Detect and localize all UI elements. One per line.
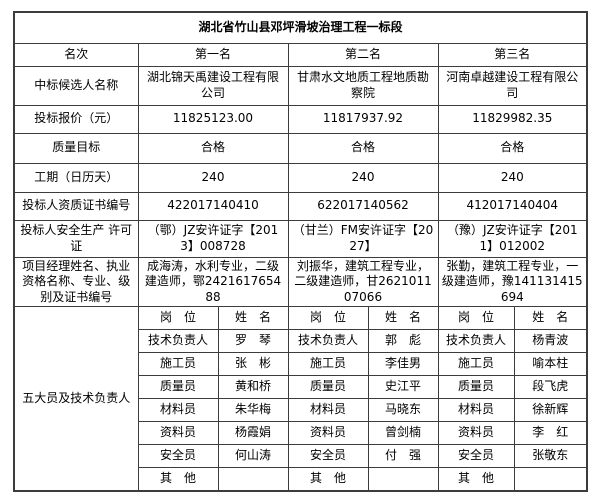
qualification-cert-label: 投标人资质证书编号 [13,191,139,221]
position-header-2: 岗 位 [287,306,369,331]
document-name-3: 李 红 [513,421,588,446]
constructor-name-3: 喻本柱 [513,352,588,377]
rank-header-label: 名次 [13,42,139,67]
constructor-name-2: 李佳男 [367,352,439,377]
quality-goal-3: 合格 [437,132,588,164]
project-manager-2: 刘振华，建筑工程专业，二级建造师，甘262101107066 [287,256,439,308]
other-name-3 [513,467,588,492]
constructor-position-3: 施工员 [437,352,515,377]
bid-price-2: 11817937.92 [287,104,439,134]
staff-row-tech-lead: 技术负责人 罗 琴 技术负责人 郭 彪 技术负责人 杨青波 [14,329,588,354]
quality-goal-label: 质量目标 [13,132,139,164]
quality-name-2: 史江平 [367,375,439,400]
bid-result-table: 湖北省竹山县邓坪滑坡治理工程一标段 名次 第一名 第二名 第三名 中标候选人名称… [13,11,589,492]
title-row: 湖北省竹山县邓坪滑坡治理工程一标段 [13,11,588,44]
material-position-2: 材料员 [287,398,369,423]
quality-goal-2: 合格 [287,132,439,164]
material-name-2: 马晓东 [367,398,439,423]
quality-goal-row: 质量目标 合格 合格 合格 [13,132,588,164]
project-manager-1: 成海涛，水利专业，二级建造师，鄂242161765488 [137,256,289,308]
staff-row-quality: 质量员 黄和桥 质量员 史江平 质量员 段飞虎 [14,375,588,400]
safety-license-row: 投标人安全生产 许可证 （鄂）JZ安许证字【2013】008728 （甘兰）FM… [13,219,588,258]
document-name-1: 杨霞娟 [217,421,289,446]
safety-position-1: 安全员 [137,444,219,469]
safety-license-3: （豫）JZ安许证字【2011】012002 [437,219,588,258]
other-name-2 [367,467,439,492]
staff-row-material: 材料员 朱华梅 材料员 马晓东 材料员 徐新辉 [14,398,588,423]
tech-lead-name-1: 罗 琴 [217,329,289,354]
project-manager-3: 张勤，建筑工程专业，一级建造师，豫141131415694 [437,256,588,308]
duration-label: 工期（日历天） [13,162,139,193]
tech-lead-name-2: 郭 彪 [367,329,439,354]
position-header-1: 岗 位 [137,306,219,331]
bid-price-1: 11825123.00 [137,104,289,134]
quality-goal-1: 合格 [137,132,289,164]
duration-3: 240 [437,162,588,193]
staff-row-document: 资料员 杨霞娟 资料员 曾剑楠 资料员 李 红 [14,421,588,446]
name-header-1: 姓 名 [217,306,289,331]
position-header-3: 岗 位 [437,306,515,331]
safety-position-3: 安全员 [437,444,515,469]
rank-header-row: 名次 第一名 第二名 第三名 [13,42,588,67]
staff-section-label: 五大员及技术负责人 [13,306,139,492]
quality-position-2: 质量员 [287,375,369,400]
staff-row-constructor: 施工员 张 彬 施工员 李佳男 施工员 喻本柱 [14,352,588,377]
candidate-name-1: 湖北锦天禹建设工程有限公司 [137,65,289,106]
material-name-3: 徐新辉 [513,398,588,423]
tech-lead-position-1: 技术负责人 [137,329,219,354]
project-manager-label: 项目经理姓名、执业资格名称、专业、级别及证书编号 [13,256,139,308]
material-position-1: 材料员 [137,398,219,423]
duration-row: 工期（日历天） 240 240 240 [13,162,588,193]
other-name-1 [217,467,289,492]
qualification-cert-row: 投标人资质证书编号 422017140410 622017140562 4120… [13,191,588,221]
bid-price-3: 11829982.35 [437,104,588,134]
staff-header-row: 五大员及技术负责人 岗 位 姓 名 岗 位 姓 名 岗 位 姓 名 [13,306,588,492]
safety-name-3: 张敬东 [513,444,588,469]
constructor-position-2: 施工员 [287,352,369,377]
staff-row-other: 其 他 其 他 其 他 [14,467,588,492]
tech-lead-position-2: 技术负责人 [287,329,369,354]
bid-price-row: 投标报价（元） 11825123.00 11817937.92 11829982… [13,104,588,134]
safety-license-2: （甘兰）FM安许证字【2027】 [287,219,439,258]
bid-price-label: 投标报价（元） [13,104,139,134]
safety-name-1: 何山涛 [217,444,289,469]
safety-name-2: 付 强 [367,444,439,469]
document-position-3: 资料员 [437,421,515,446]
tech-lead-position-3: 技术负责人 [437,329,515,354]
qualification-cert-2: 622017140562 [287,191,439,221]
document-name-2: 曾剑楠 [367,421,439,446]
qualification-cert-1: 422017140410 [137,191,289,221]
tech-lead-name-3: 杨青波 [513,329,588,354]
quality-position-3: 质量员 [437,375,515,400]
project-manager-row: 项目经理姓名、执业资格名称、专业、级别及证书编号 成海涛，水利专业，二级建造师，… [13,256,588,308]
rank-second: 第二名 [287,42,439,67]
name-header-3: 姓 名 [513,306,588,331]
material-position-3: 材料员 [437,398,515,423]
other-position-2: 其 他 [287,467,369,492]
other-position-1: 其 他 [137,467,219,492]
candidate-name-3: 河南卓越建设工程有限公司 [437,65,588,106]
safety-license-label: 投标人安全生产 许可证 [13,219,139,258]
document-position-2: 资料员 [287,421,369,446]
constructor-position-1: 施工员 [137,352,219,377]
duration-1: 240 [137,162,289,193]
quality-name-3: 段飞虎 [513,375,588,400]
duration-2: 240 [287,162,439,193]
document-position-1: 资料员 [137,421,219,446]
other-position-3: 其 他 [437,467,515,492]
qualification-cert-3: 412017140404 [437,191,588,221]
constructor-name-1: 张 彬 [217,352,289,377]
candidate-name-2: 甘肃水文地质工程地质勘察院 [287,65,439,106]
candidate-name-row: 中标候选人名称 湖北锦天禹建设工程有限公司 甘肃水文地质工程地质勘察院 河南卓越… [13,65,588,106]
safety-license-1: （鄂）JZ安许证字【2013】008728 [137,219,289,258]
candidate-name-label: 中标候选人名称 [13,65,139,106]
rank-first: 第一名 [137,42,289,67]
quality-position-1: 质量员 [137,375,219,400]
page-title: 湖北省竹山县邓坪滑坡治理工程一标段 [13,11,588,44]
rank-third: 第三名 [437,42,588,67]
quality-name-1: 黄和桥 [217,375,289,400]
material-name-1: 朱华梅 [217,398,289,423]
name-header-2: 姓 名 [367,306,439,331]
safety-position-2: 安全员 [287,444,369,469]
